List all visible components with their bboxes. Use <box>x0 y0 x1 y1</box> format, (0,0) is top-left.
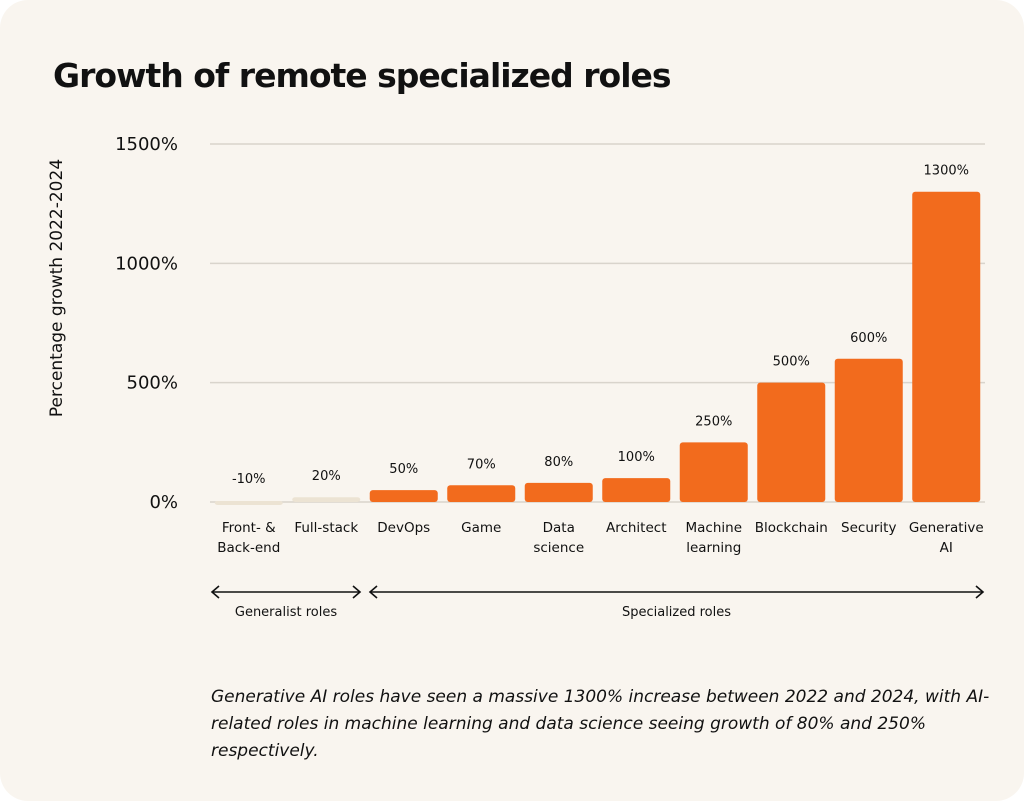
arrow-left-icon <box>210 585 220 599</box>
category-label: Front- & <box>222 520 276 536</box>
bar <box>524 482 593 502</box>
data-label: 500% <box>773 355 810 370</box>
category-label: Machine <box>685 520 742 536</box>
bar <box>912 191 981 502</box>
arrow-right-icon <box>352 585 362 599</box>
data-label: 80% <box>544 455 573 470</box>
data-label: -10% <box>232 472 266 487</box>
category-label: Full-stack <box>294 520 358 536</box>
arrow-right-icon <box>975 585 985 599</box>
category-label: learning <box>686 540 741 556</box>
data-label: 250% <box>695 414 732 429</box>
bar <box>679 442 748 502</box>
bar <box>602 478 671 502</box>
category-label: Game <box>461 520 501 536</box>
y-tick-label: 0% <box>149 492 178 513</box>
data-label: 1300% <box>924 164 969 179</box>
bar <box>292 497 361 502</box>
category-label: Architect <box>606 520 667 536</box>
bar <box>447 485 516 502</box>
y-tick-label: 1000% <box>115 253 178 274</box>
data-label: 600% <box>850 331 887 346</box>
bar <box>757 382 826 502</box>
category-label: AI <box>940 540 953 556</box>
category-label: Generative <box>909 520 984 536</box>
data-label: 100% <box>618 450 655 465</box>
y-tick-label: 500% <box>127 373 178 394</box>
category-label: Back-end <box>217 540 280 556</box>
chart-title: Growth of remote specialized roles <box>53 56 672 95</box>
data-label: 70% <box>467 457 496 472</box>
bar-chart: 0% 500% 1000% 1500% -10% Front- & Back-end 20% F… <box>47 134 985 620</box>
category-label: Data <box>543 520 575 536</box>
data-label: 20% <box>312 469 341 484</box>
bar <box>834 358 903 502</box>
chart-caption: Generative AI roles have seen a massive … <box>211 687 990 761</box>
category-label: Blockchain <box>755 520 828 536</box>
category-label: science <box>533 540 584 556</box>
y-tick-label: 1500% <box>115 134 178 155</box>
bar <box>214 501 283 505</box>
data-label: 50% <box>389 462 418 477</box>
arrow-left-icon <box>368 585 378 599</box>
category-label: DevOps <box>377 520 430 536</box>
group-label: Specialized roles <box>622 605 731 620</box>
y-axis-label: Percentage growth 2022-2024 <box>47 159 67 417</box>
bar <box>369 490 438 502</box>
group-label: Generalist roles <box>235 605 337 620</box>
category-label: Security <box>841 520 896 536</box>
